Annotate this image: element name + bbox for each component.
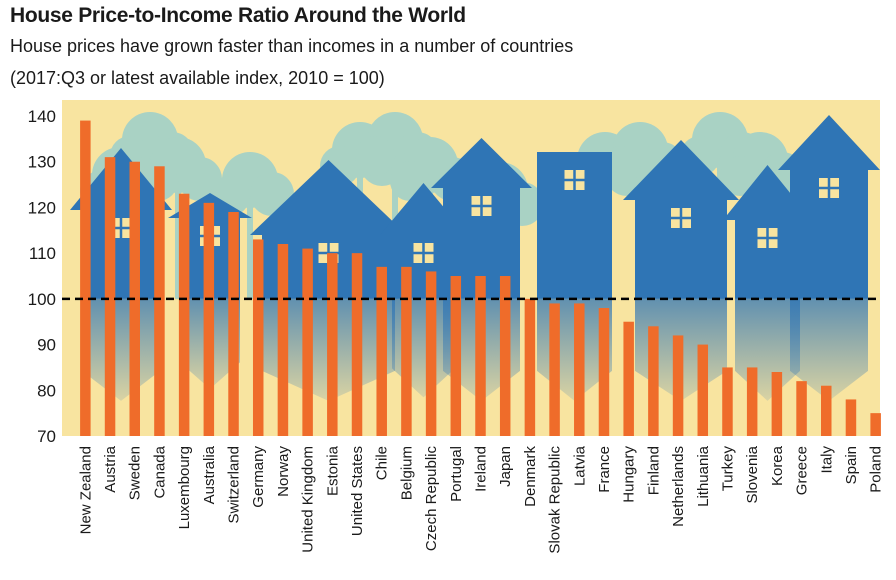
house-window [111,218,131,238]
x-tick-label: France [596,446,613,493]
y-axis: 70 80 90 100 110 120 130 140 [28,107,56,446]
house-decoration [70,112,880,401]
bar-greece [796,381,807,436]
x-tick-label: Sweden [127,446,144,500]
tree-trunk [247,200,253,299]
bar-new-zealand [80,120,91,437]
x-tick-label: Finland [645,446,662,495]
x-tick-label: Spain [843,446,860,484]
x-tick-label: Latvia [571,445,588,486]
y-tick-label: 90 [37,336,56,355]
bar-spain [845,399,857,436]
bar-japan [499,276,511,436]
x-tick-label: Slovenia [744,445,761,503]
bar-belgium [401,266,412,436]
x-tick-label: New Zealand [77,446,94,534]
bar-denmark [524,298,536,436]
bar-finland [648,326,659,436]
x-tick-label: Greece [794,446,811,495]
x-tick-label: Italy [818,446,835,474]
y-tick-label: 120 [28,198,56,217]
bar-turkey [722,367,733,436]
house-window [819,178,839,198]
x-tick-label: Austria [102,445,119,492]
x-tick-label: Poland [868,446,885,493]
bar-ireland [475,276,486,436]
x-tick-label: Korea [769,445,786,486]
house-reflection [790,298,868,401]
bar-latvia [574,303,585,436]
house-body [250,160,407,299]
x-tick-label: Lithuania [695,445,712,507]
bar-slovak-republic [549,303,560,436]
x-tick-label: Portugal [448,446,465,502]
x-tick-label: Slovak Republic [547,446,564,554]
tree-canopy [720,156,760,196]
x-axis-labels: New Zealand Austria Sweden Canada Luxembourg… [77,445,884,553]
bar-hungary [623,321,634,436]
x-tick-label: Denmark [522,446,539,507]
y-tick-label: 100 [28,290,56,309]
bar-czech-republic [425,271,437,436]
bar-germany [252,239,264,436]
bar-luxembourg [178,193,190,436]
bar-united-kingdom [302,248,313,436]
tree-trunk [175,185,181,299]
bar-united-states [351,253,363,436]
x-tick-label: Netherlands [670,446,687,527]
x-tick-label: Chile [374,446,391,480]
house-body [778,115,880,299]
x-tick-label: Switzerland [226,446,243,524]
y-tick-label: 110 [29,244,56,263]
house-window [413,243,434,263]
x-tick-label: Turkey [719,446,736,492]
y-tick-label: 130 [28,153,56,172]
x-tick-label: Japan [497,446,514,487]
house-window [564,170,585,190]
bar-korea [771,372,783,436]
bar-switzerland [228,212,239,436]
y-tick-label: 80 [37,381,56,400]
bar-australia [203,202,215,436]
y-tick-label: 70 [37,427,56,446]
house-window [471,196,492,216]
bar-lithuania [697,344,709,436]
house-reflection [82,298,160,401]
x-tick-label: Belgium [398,446,415,500]
chart-note: (2017:Q3 or latest available index, 2010… [10,68,385,88]
x-tick-label: Czech Republic [423,446,440,552]
bar-france [598,308,610,436]
bar-poland [870,413,881,436]
x-tick-label: United States [349,446,366,536]
bar-estonia [327,253,338,436]
x-tick-label: Canada [151,445,168,498]
bar-portugal [450,276,462,436]
x-tick-label: Ireland [473,446,490,492]
bar-norway [277,244,289,436]
bar-austria [104,157,116,436]
house-body [431,138,532,299]
house-window [671,208,691,228]
x-tick-label: Estonia [324,445,341,496]
house-window [757,228,778,248]
bar-netherlands [672,335,684,436]
x-tick-label: Australia [201,445,218,504]
chart-title: House Price-to-Income Ratio Around the W… [10,4,466,27]
x-tick-label: Hungary [621,446,638,503]
x-tick-label: United Kingdom [300,446,317,553]
bar-canada [154,166,165,437]
chart-subtitle: House prices have grown faster than inco… [10,36,574,56]
y-tick-label: 140 [28,107,56,126]
tree-canopy [355,136,395,176]
bar-chile [376,266,387,436]
x-tick-label: Germany [250,446,267,508]
x-tick-label: Luxembourg [176,446,193,529]
x-tick-label: Norway [275,446,292,497]
bar-slovenia [746,367,758,436]
bar-italy [821,385,832,436]
